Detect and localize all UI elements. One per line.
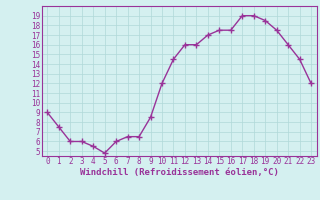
X-axis label: Windchill (Refroidissement éolien,°C): Windchill (Refroidissement éolien,°C) xyxy=(80,168,279,177)
